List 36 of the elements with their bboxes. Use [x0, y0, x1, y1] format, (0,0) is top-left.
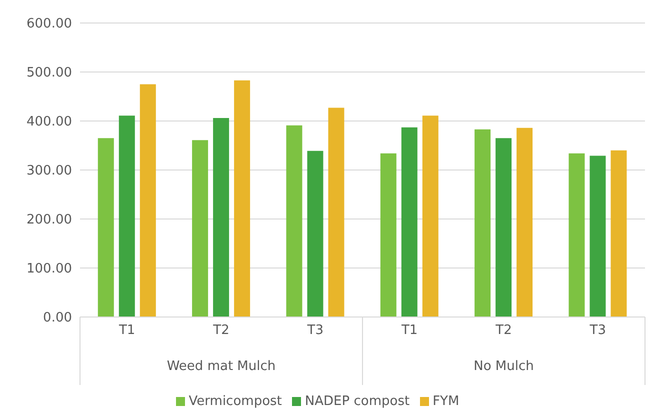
bar	[474, 129, 491, 317]
bar	[286, 125, 302, 317]
bar	[98, 138, 114, 317]
x-tick-label: T2	[212, 323, 230, 338]
y-tick-label: 300.00	[26, 164, 72, 179]
y-tick-label: 500.00	[26, 66, 72, 81]
bar	[568, 153, 585, 317]
bar	[234, 80, 250, 317]
y-tick-label: 600.00	[26, 16, 72, 32]
bar	[516, 128, 533, 317]
text: Weed mat Mulch	[166, 359, 277, 375]
y-tick-label: 400.00	[26, 114, 72, 130]
bar	[307, 150, 324, 317]
bar	[422, 116, 438, 317]
x-tick-label: T1	[400, 323, 418, 338]
x-tick-label: T2	[494, 323, 512, 338]
bar	[118, 116, 135, 317]
bar	[590, 156, 606, 317]
bar	[328, 108, 344, 317]
text: No Mulch	[472, 359, 535, 375]
bar	[496, 138, 512, 317]
y-tick-label: 200.00	[26, 212, 72, 228]
bar	[401, 127, 418, 317]
legend-label: Vermicompost	[188, 394, 282, 409]
x-tick-label: T3	[588, 323, 606, 338]
bar	[213, 118, 230, 317]
bar	[192, 140, 208, 317]
bar	[380, 153, 396, 317]
x-tick-label: T3	[306, 323, 324, 338]
legend-label: NADEP compost	[304, 394, 410, 409]
x-tick-label: T1	[118, 323, 136, 338]
y-tick-label: 0.00	[43, 310, 72, 326]
legend-label: FYM	[432, 394, 460, 409]
y-tick-label: 100.00	[26, 262, 72, 277]
bar	[140, 84, 156, 317]
bar	[610, 150, 627, 317]
